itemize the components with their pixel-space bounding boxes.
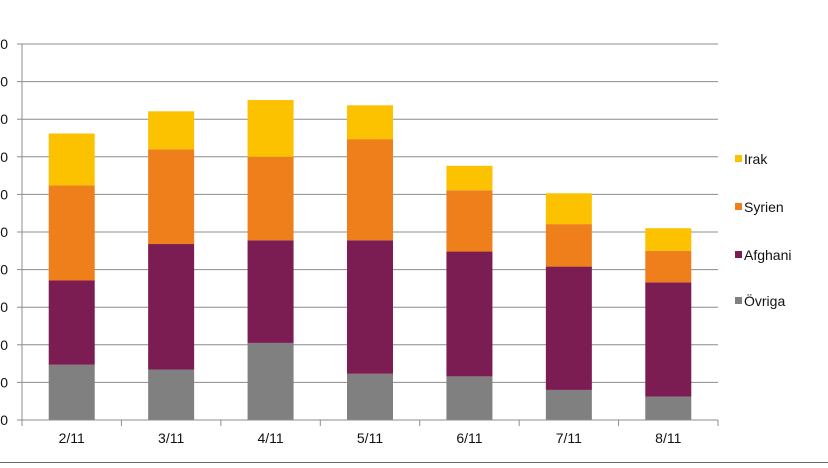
- bar-segment-irak: [645, 228, 692, 251]
- bar-segment-irak: [247, 100, 294, 157]
- bar-segment-övriga: [247, 342, 294, 420]
- x-tick-label: 8/11: [655, 430, 681, 446]
- bar-segment-syrien: [347, 139, 393, 241]
- bars: [48, 100, 692, 420]
- legend-swatch: [735, 203, 742, 210]
- legend-item-övriga: Övriga: [735, 292, 785, 309]
- y-tick-label: 0: [0, 36, 8, 52]
- y-tick-label: 0: [0, 374, 8, 390]
- y-tick-label: 0: [0, 337, 8, 353]
- bar-segment-irak: [446, 165, 493, 191]
- bar-segment-irak: [48, 133, 95, 186]
- bar-segment-afghanistan: [545, 266, 592, 390]
- bar-segment-irak: [148, 111, 195, 150]
- bottom-divider: [0, 462, 828, 463]
- y-axis-tick-labels: 0 0 0 0 0 0 0 0 0 0 0: [0, 36, 8, 428]
- legend-swatch: [735, 297, 742, 304]
- bar-segment-övriga: [48, 364, 95, 420]
- x-tick-label: 4/11: [257, 430, 283, 446]
- axes: [21, 44, 719, 426]
- x-axis-tick-labels: 2/11 3/11 4/11 5/11 6/11 7/11 8/11: [59, 430, 682, 446]
- legend-label: Afghani: [744, 247, 791, 263]
- bar-segment-syrien: [148, 149, 195, 245]
- x-tick-label: 5/11: [357, 430, 383, 446]
- legend-swatch: [735, 155, 742, 162]
- bar-segment-afghanistan: [347, 240, 393, 374]
- bar-segment-övriga: [148, 369, 195, 420]
- y-tick-label: 0: [0, 149, 8, 165]
- bar-segment-övriga: [347, 373, 393, 420]
- legend-item-afghanistan: Afghani: [735, 247, 791, 263]
- y-tick-label: 0: [0, 186, 8, 202]
- x-tick-label: 6/11: [456, 430, 482, 446]
- x-tick-label: 2/11: [59, 430, 85, 446]
- x-tick-label: 3/11: [158, 430, 184, 446]
- y-tick-label: 0: [0, 262, 8, 278]
- bar-segment-afghanistan: [645, 282, 692, 397]
- bar-segment-syrien: [48, 185, 95, 281]
- bar-segment-övriga: [645, 396, 692, 420]
- y-tick-label: 0: [0, 299, 8, 315]
- bar-segment-syrien: [446, 190, 493, 252]
- bar-segment-afghanistan: [148, 244, 195, 370]
- legend-label: Övriga: [744, 292, 785, 309]
- bar-segment-irak: [545, 193, 592, 225]
- bar-segment-syrien: [247, 156, 294, 241]
- bar-segment-övriga: [446, 376, 493, 420]
- bar-segment-syrien: [545, 224, 592, 267]
- bar-segment-afghanistan: [446, 251, 493, 377]
- y-tick-label: 0: [0, 412, 8, 428]
- legend-swatch: [735, 251, 742, 258]
- bar-segment-afghanistan: [247, 240, 294, 343]
- y-tick-label: 0: [0, 111, 8, 127]
- bar-segment-irak: [347, 105, 393, 140]
- x-tick-label: 7/11: [556, 430, 582, 446]
- y-tick-label: 0: [0, 224, 8, 240]
- legend-item-irak: Irak: [735, 151, 768, 167]
- legend-item-syrien: Syrien: [735, 199, 784, 215]
- bar-segment-syrien: [645, 250, 692, 283]
- bar-segment-afghanistan: [48, 280, 95, 365]
- legend-label: Irak: [744, 151, 768, 167]
- bar-segment-övriga: [545, 389, 592, 420]
- legend: Irak Syrien Afghani Övriga: [735, 151, 791, 309]
- legend-label: Syrien: [744, 199, 784, 215]
- y-tick-label: 0: [0, 74, 8, 90]
